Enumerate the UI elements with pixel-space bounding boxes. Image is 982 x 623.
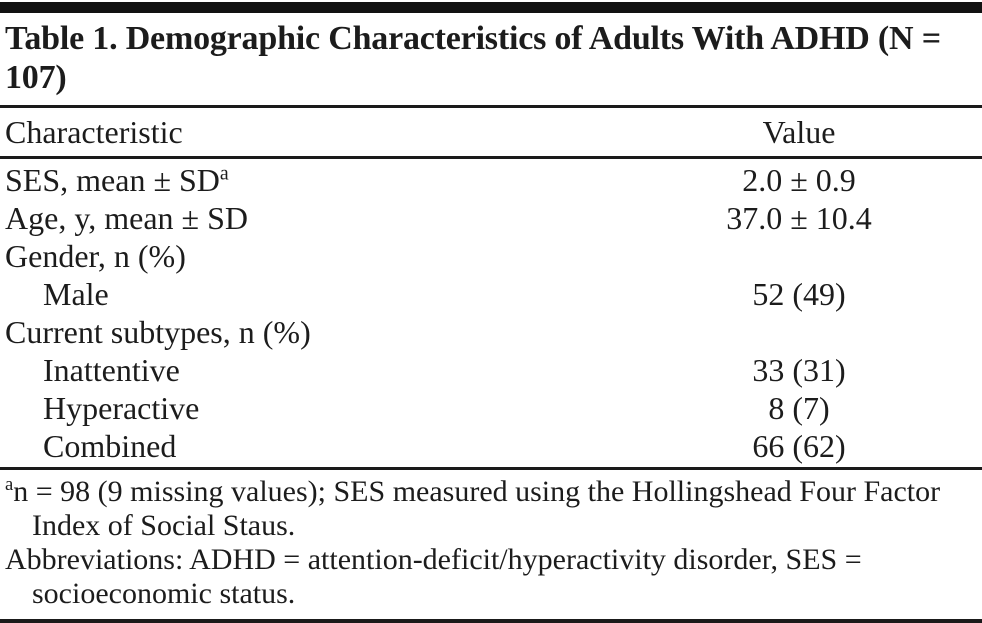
- row-label: Gender, n (%): [5, 237, 186, 274]
- row-value: 8 (7): [768, 389, 830, 426]
- table-row: Inattentive 33 (31): [0, 351, 982, 389]
- footnote-a-text: n = 98 (9 missing values); SES measured …: [13, 474, 941, 542]
- row-value: 66 (62): [752, 427, 846, 464]
- row-value: [624, 237, 974, 275]
- row-value: 2.0 ± 0.9: [742, 161, 856, 198]
- table-body: SES, mean ± SDa 2.0 ± 0.9 Age, y, mean ±…: [0, 159, 982, 467]
- row-value: 37.0 ± 10.4: [726, 199, 872, 236]
- table-header-row: Characteristic Value: [0, 108, 982, 156]
- row-label: Current subtypes, n (%): [5, 313, 311, 350]
- row-label: Combined: [43, 427, 177, 464]
- table-title: Table 1. Demographic Characteristics of …: [5, 20, 941, 97]
- row-label: Age, y, mean ± SD: [5, 199, 248, 236]
- column-header-characteristic: Characteristic: [5, 113, 183, 150]
- divider-above-footnotes: [0, 466, 982, 470]
- table-row: Hyperactive 8 (7): [0, 389, 982, 427]
- row-value: 33 (31): [752, 351, 846, 388]
- row-label: SES, mean ± SDa: [5, 161, 229, 198]
- table-row: Gender, n (%): [0, 237, 982, 275]
- divider-under-title: [0, 104, 982, 108]
- abbreviations-note: Abbreviations: ADHD = attention-deficit/…: [5, 542, 862, 610]
- table-row: SES, mean ± SDa 2.0 ± 0.9: [0, 161, 982, 199]
- top-thick-rule: [0, 2, 982, 13]
- divider-under-header: [0, 155, 982, 159]
- row-value: 52 (49): [752, 275, 846, 312]
- row-label: Inattentive: [43, 351, 180, 388]
- column-header-value: Value: [762, 113, 836, 150]
- row-label: Male: [43, 275, 109, 312]
- table-row: Age, y, mean ± SD 37.0 ± 10.4: [0, 199, 982, 237]
- footnote-a-marker: a: [5, 473, 14, 495]
- footnotes-section: an = 98 (9 missing values); SES measured…: [0, 470, 982, 619]
- table-row: Current subtypes, n (%): [0, 313, 982, 351]
- table-row: Male 52 (49): [0, 275, 982, 313]
- table-row: Combined 66 (62): [0, 427, 982, 465]
- row-label: Hyperactive: [43, 389, 200, 426]
- row-value: [624, 313, 974, 351]
- footnote-a: an = 98 (9 missing values); SES measured…: [5, 475, 972, 543]
- footnote-marker: a: [219, 162, 229, 185]
